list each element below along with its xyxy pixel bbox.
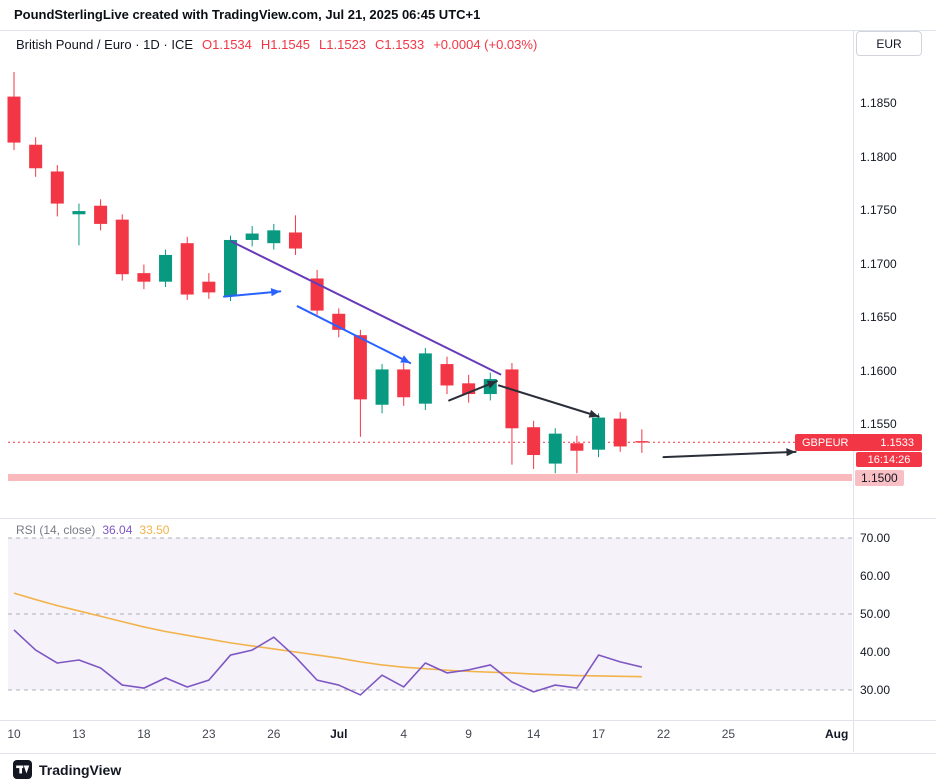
price-axis-tick: 1.1550	[860, 417, 897, 431]
price-axis-tick: 1.1650	[860, 310, 897, 324]
ohlc-low: L1.1523	[319, 37, 367, 52]
time-axis-tick: 18	[137, 727, 151, 741]
badge-symbol: GBPEUR	[802, 436, 849, 449]
rsi-axis-tick: 60.00	[860, 569, 891, 583]
price-change: +0.0004 (+0.03%)	[433, 37, 538, 52]
price-axis-divider	[853, 31, 854, 752]
tradingview-logo-icon[interactable]	[13, 760, 32, 779]
time-axis-tick: Aug	[825, 727, 849, 741]
price-axis-tick: 1.1700	[860, 256, 897, 271]
time-axis-tick: 17	[591, 727, 606, 741]
badge-price: 1.1533	[880, 436, 914, 449]
price-axis-tick: 1.1750	[860, 203, 897, 217]
rsi-axis-tick: 40.00	[860, 645, 891, 659]
symbol-title[interactable]: British Pound / Euro · 1D · ICE	[16, 37, 194, 52]
time-axis-tick: 25	[721, 727, 736, 741]
footer-divider	[0, 753, 936, 754]
price-axis-tick: 1.1500	[855, 469, 904, 486]
header-divider	[0, 30, 936, 31]
symbol-info-bar: British Pound / Euro · 1D · ICE O1.1534 …	[16, 37, 537, 52]
tradingview-brand[interactable]: TradingView	[39, 761, 122, 778]
rsi-ma-value: 33.50	[139, 523, 170, 537]
time-axis-tick: 23	[202, 727, 216, 741]
rsi-axis-tick: 70.00	[860, 531, 891, 545]
time-axis-tick: 9	[465, 727, 472, 741]
price-axis-tick: 1.1850	[860, 96, 897, 110]
ohlc-high: H1.1545	[260, 37, 311, 52]
countdown-badge: 16:14:26	[856, 452, 922, 467]
price-axis-tick: 1.1800	[860, 149, 897, 164]
last-price-badge: GBPEUR 1.1533	[795, 434, 922, 451]
time-axis-tick: 4	[400, 727, 408, 741]
rsi-title: RSI (14, close)	[16, 523, 96, 537]
time-axis-tick: 26	[267, 727, 281, 741]
attribution-text: PoundSterlingLive created with TradingVi…	[14, 7, 481, 22]
ohlc-close: C1.1533	[375, 37, 425, 52]
rsi-value: 36.04	[102, 523, 133, 537]
pane-divider[interactable]	[0, 518, 936, 519]
time-axis-tick: Jul	[330, 727, 348, 741]
currency-button[interactable]: EUR	[856, 31, 922, 56]
rsi-axis-tick: 50.00	[860, 607, 891, 621]
footer: TradingView	[13, 760, 121, 779]
time-axis-tick: 13	[72, 727, 86, 741]
time-axis-tick: 10	[7, 727, 21, 741]
time-axis-divider	[0, 720, 936, 721]
rsi-legend: RSI (14, close) 36.04 33.50	[16, 523, 169, 537]
ohlc-open: O1.1534	[202, 37, 252, 52]
time-axis-tick: 22	[656, 727, 671, 741]
rsi-axis-tick: 30.00	[860, 683, 891, 697]
price-axis-tick: 1.1600	[860, 363, 897, 378]
time-axis-tick: 14	[526, 727, 541, 741]
